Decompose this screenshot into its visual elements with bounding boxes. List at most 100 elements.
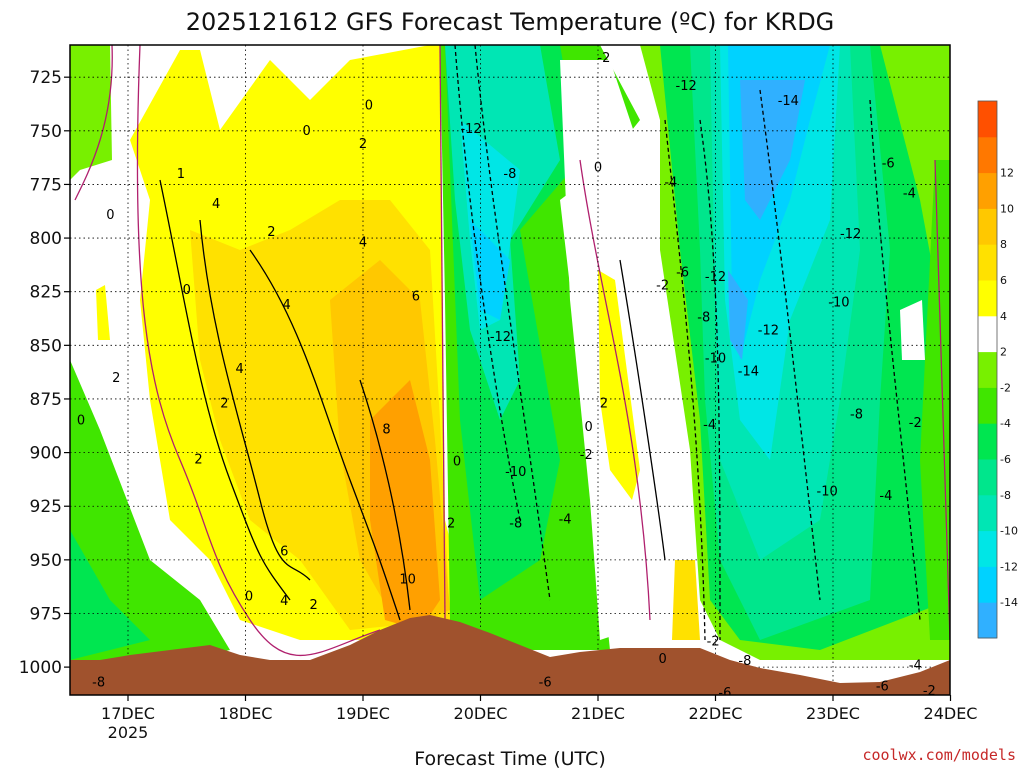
contour-label: 6 bbox=[412, 289, 420, 304]
colorbar-segment bbox=[978, 315, 997, 353]
contour-label: -10 bbox=[817, 484, 838, 499]
contour-positive-1 bbox=[159, 179, 291, 601]
field-yellow-small bbox=[672, 560, 700, 640]
contour-label: 0 bbox=[453, 454, 461, 469]
x-axis-label: Forecast Time (UTC) bbox=[414, 748, 605, 768]
y-tick-label: 825 bbox=[30, 283, 62, 303]
field-right-edge-green bbox=[920, 160, 950, 640]
contour-label: 2 bbox=[267, 225, 275, 240]
contour-label: -12 bbox=[840, 227, 861, 242]
x-tick-label: 18DEC bbox=[219, 704, 273, 723]
contour-zero-right bbox=[934, 159, 950, 641]
contour-label: 2 bbox=[220, 397, 228, 412]
contour-label: -8 bbox=[697, 311, 710, 326]
contour-label: -12 bbox=[460, 122, 481, 137]
contour-labels: 0 0 2 -2 -12 -14 -12 1 4 2 0 -8 0 4 -4 -6 -4 -12 -6 -12 -2 4 0… bbox=[77, 51, 936, 720]
x-tick-year-label: 2025 bbox=[108, 723, 149, 742]
y-axis: 725 750 775 800 825 850 875 900 925 950 975 1000 bbox=[19, 68, 70, 678]
y-tick-label: 875 bbox=[30, 390, 62, 410]
terrain-ground bbox=[70, 615, 950, 695]
contour-label: 4 bbox=[235, 362, 243, 377]
contour-label: -2 bbox=[656, 279, 669, 294]
contour-label: -14 bbox=[778, 94, 799, 109]
y-tick-label: 750 bbox=[30, 122, 62, 142]
contour-label: 4 bbox=[282, 298, 290, 313]
colorbar-frame bbox=[977, 100, 998, 639]
contour-label: 4 bbox=[359, 236, 367, 251]
colorbar-segment bbox=[978, 494, 997, 532]
field-warm-deep-orange bbox=[370, 380, 440, 630]
colorbar-label: 4 bbox=[1000, 310, 1007, 323]
field-cold-blue-small bbox=[728, 270, 748, 360]
colorbar-legend: -14 -12 -10 -8 -6 -4 -2 2 4 6 8 10 12 bbox=[977, 100, 1018, 639]
contour-label: 10 bbox=[399, 572, 416, 587]
contour-positive-3 bbox=[249, 249, 401, 621]
field-left-top-green bbox=[70, 45, 112, 180]
colorbar-segment bbox=[978, 459, 997, 496]
contour-label: -2 bbox=[923, 684, 936, 699]
field-warm-yellow-small bbox=[96, 285, 110, 340]
colorbar-label: -14 bbox=[1000, 596, 1018, 609]
contour-label: -2 bbox=[597, 51, 610, 66]
contour-label: 0 bbox=[245, 590, 253, 605]
x-tick-label: 23DEC bbox=[806, 704, 860, 723]
grid-lines bbox=[70, 45, 950, 695]
contour-label: -4 bbox=[664, 176, 677, 191]
contour-label: -6 bbox=[718, 686, 731, 701]
colorbar-segment bbox=[978, 208, 997, 245]
source-credit: coolwx.com/models bbox=[862, 746, 1016, 764]
contour-label: -8 bbox=[850, 407, 863, 422]
colorbar-label: -12 bbox=[1000, 560, 1018, 573]
colorbar-segment bbox=[978, 423, 997, 460]
colorbar-segment bbox=[978, 101, 997, 138]
y-tick-label: 1000 bbox=[19, 658, 62, 678]
contour-label: -4 bbox=[703, 418, 716, 433]
contour-negative-dome-3 bbox=[759, 89, 821, 601]
contour-label: -10 bbox=[505, 465, 526, 480]
contour-label: 2 bbox=[310, 598, 318, 613]
contour-positive-4 bbox=[359, 379, 411, 611]
colorbar-label: 2 bbox=[1000, 346, 1007, 359]
contour-label: 0 bbox=[594, 161, 602, 176]
colorbar-label: -8 bbox=[1000, 489, 1011, 502]
temperature-fields bbox=[70, 45, 950, 680]
contour-label: 4 bbox=[280, 594, 288, 609]
colorbar-segment bbox=[978, 351, 997, 388]
y-tick-label: 950 bbox=[30, 551, 62, 571]
colorbar-segment bbox=[978, 530, 997, 567]
contour-label: 0 bbox=[584, 420, 592, 435]
contour-negative-dome-4 bbox=[869, 99, 921, 621]
contour-negative-dome-2 bbox=[699, 119, 721, 641]
y-tick-label: 725 bbox=[30, 68, 62, 88]
field-white-patch bbox=[900, 300, 925, 360]
x-tick-label: 17DEC bbox=[101, 704, 155, 723]
contour-zero-left bbox=[74, 45, 113, 201]
contour-label: -8 bbox=[509, 517, 522, 532]
y-tick-label: 900 bbox=[30, 444, 62, 464]
contour-label: -12 bbox=[490, 330, 511, 345]
contour-negative-front-1 bbox=[454, 45, 521, 521]
field-left-bottom-green-deep bbox=[70, 530, 150, 660]
x-tick-label: 20DEC bbox=[454, 704, 508, 723]
contour-label: -4 bbox=[879, 489, 892, 504]
contour-label: 0 bbox=[106, 208, 114, 223]
contour-label: -2 bbox=[909, 416, 922, 431]
colorbar-segment bbox=[978, 136, 997, 174]
contour-label: -12 bbox=[676, 79, 697, 94]
y-tick-label: 975 bbox=[30, 604, 62, 624]
contour-label: 1 bbox=[177, 167, 185, 182]
contour-label: -8 bbox=[738, 654, 751, 669]
contour-label: -14 bbox=[738, 364, 759, 379]
contour-label: 2 bbox=[447, 517, 455, 532]
contour-lines bbox=[74, 45, 950, 657]
contour-negative-front-2 bbox=[474, 45, 551, 601]
field-yellow-wedge bbox=[598, 270, 640, 500]
x-tick-label: 22DEC bbox=[689, 704, 743, 723]
contour-label: -2 bbox=[707, 635, 720, 650]
contour-label: -8 bbox=[858, 705, 871, 720]
contour-label: -4 bbox=[909, 658, 922, 673]
contour-label: -6 bbox=[676, 266, 689, 281]
contour-label: -4 bbox=[559, 512, 572, 527]
field-cold-blue bbox=[740, 80, 805, 220]
